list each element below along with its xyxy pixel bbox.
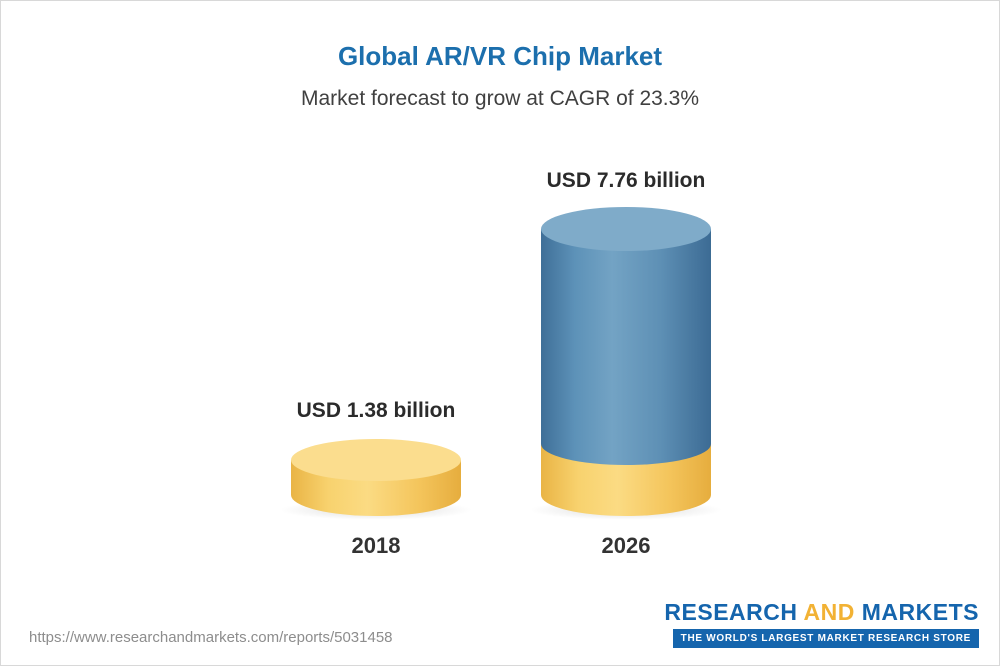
source-url: https://www.researchandmarkets.com/repor… bbox=[29, 629, 393, 646]
bar-2026-cylinder bbox=[529, 207, 723, 520]
page-subtitle: Market forecast to grow at CAGR of 23.3% bbox=[301, 87, 699, 110]
bar-2026-top-face bbox=[541, 207, 711, 251]
brand-tagline: THE WORLD'S LARGEST MARKET RESEARCH STOR… bbox=[672, 629, 979, 648]
brand-logo: RESEARCH AND MARKETS THE WORLD'S LARGEST… bbox=[664, 599, 979, 648]
bar-2018-cylinder bbox=[279, 439, 473, 520]
axis-label-2026: 2026 bbox=[601, 533, 651, 558]
value-label-2026: USD 7.76 billion bbox=[546, 169, 706, 192]
bar-2026-body bbox=[541, 229, 711, 465]
bar-2018-top-face bbox=[291, 439, 461, 481]
axis-label-2018: 2018 bbox=[351, 533, 401, 558]
brand-wordmark: RESEARCH AND MARKETS bbox=[664, 599, 979, 626]
value-label-2018: USD 1.38 billion bbox=[296, 399, 456, 422]
brand-word-and: AND bbox=[803, 599, 855, 625]
page-title: Global AR/VR Chip Market bbox=[337, 41, 663, 71]
brand-word-research: RESEARCH bbox=[664, 599, 798, 625]
brand-word-markets: MARKETS bbox=[861, 599, 979, 625]
